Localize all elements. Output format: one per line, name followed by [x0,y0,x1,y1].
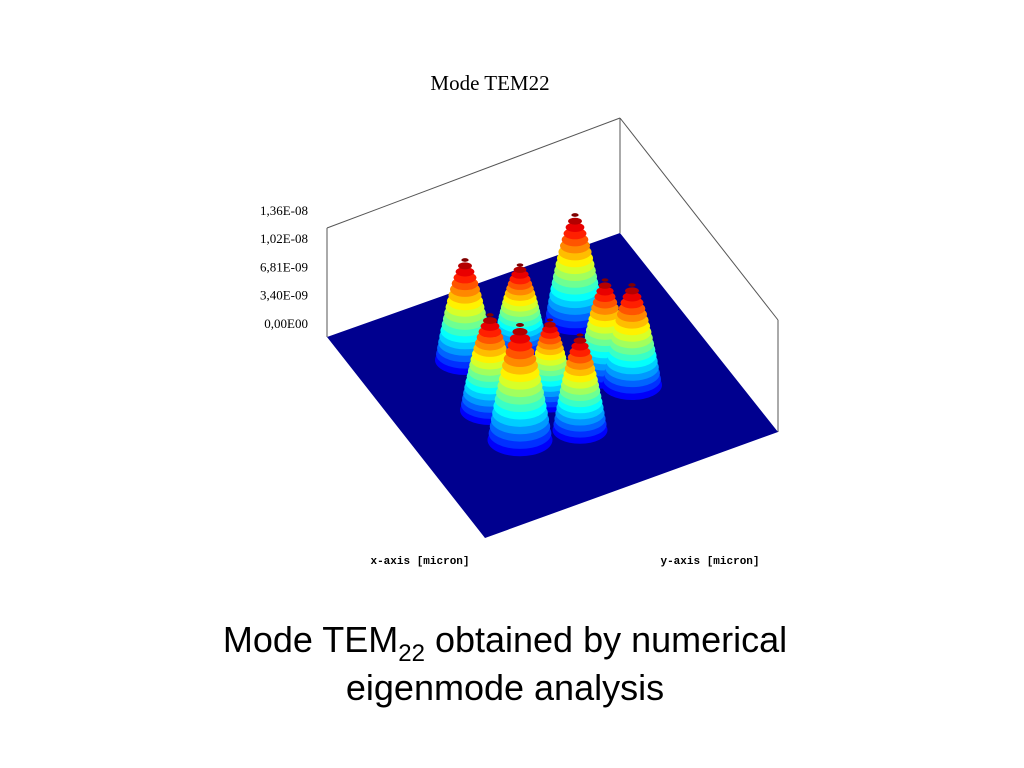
x-axis-label: x-axis [micron] [370,556,469,568]
caption-line-2: eigenmode analysis [346,667,664,708]
surface-band [516,323,524,327]
plot-title: Mode TEM22 [430,71,549,95]
surface-band [512,328,528,336]
box-frame [326,117,779,432]
surface-band [513,266,527,273]
surface-band [628,283,636,287]
surface-band [601,278,609,282]
surface-band [568,217,582,225]
surface-band [483,317,497,325]
surface-band [571,213,579,217]
z-tick-label: 1,02E-08 [260,231,308,246]
surface-band [461,258,469,262]
surface-band [546,318,554,322]
surface-band [542,325,558,334]
surface-band [516,263,524,267]
surface-band [544,321,556,328]
surface-band [573,337,587,344]
surface-band [480,321,500,331]
caption-subscript: 22 [398,640,425,667]
caption-text: Mode TEM [223,619,398,660]
surface-band [625,287,639,295]
z-tick-labels: 1,36E-08 1,02E-08 6,81E-09 3,40E-09 0,00E00 [260,203,308,331]
surface-peaks [435,213,662,457]
z-tick-label: 0,00E00 [264,316,308,331]
surface-band [486,313,494,317]
surface-band [571,341,589,351]
surface-band [565,222,585,233]
surface-band [576,333,584,337]
surface-band [622,292,642,302]
surface-band [511,270,529,279]
caption-text: obtained by numerical [425,619,787,660]
surface-band [455,267,475,277]
y-axis-label: y-axis [micron] [660,556,759,568]
z-tick-label: 6,81E-09 [260,259,308,274]
surface-band [509,333,531,344]
surface-band [458,262,472,270]
caption-line-1: Mode TEM22 obtained by numerical [223,619,787,667]
z-tick-label: 1,36E-08 [260,203,308,218]
surface-band [598,282,612,289]
z-tick-label: 3,40E-09 [260,288,308,303]
surface-band [596,286,614,296]
